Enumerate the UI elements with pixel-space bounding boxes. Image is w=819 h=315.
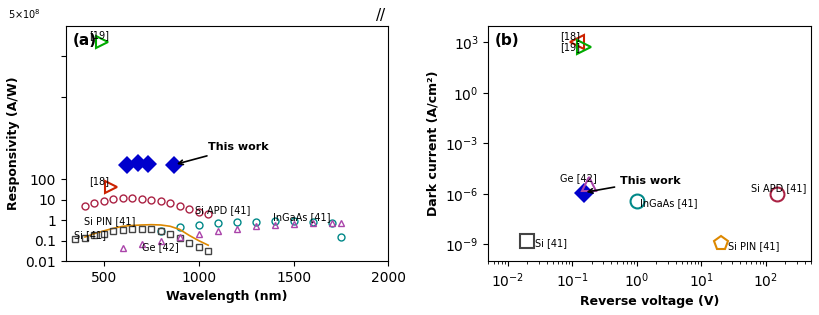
Text: [18]: [18]	[88, 176, 109, 186]
Text: Si APD [41]: Si APD [41]	[195, 205, 250, 215]
X-axis label: Wavelength (nm): Wavelength (nm)	[166, 290, 287, 303]
Text: Si [41]: Si [41]	[74, 230, 106, 240]
Text: [18]: [18]	[559, 32, 580, 42]
Text: Si APD [41]: Si APD [41]	[750, 183, 806, 193]
Text: (a): (a)	[72, 33, 97, 48]
Text: Ge [42]: Ge [42]	[559, 173, 596, 183]
Text: InGaAs [41]: InGaAs [41]	[639, 198, 696, 208]
X-axis label: Reverse voltage (V): Reverse voltage (V)	[579, 295, 718, 308]
Y-axis label: Dark current (A/cm²): Dark current (A/cm²)	[426, 71, 439, 216]
Text: Si PIN [41]: Si PIN [41]	[84, 216, 135, 226]
Text: /: /	[379, 8, 385, 23]
Text: [19]: [19]	[559, 43, 580, 53]
Text: Si [41]: Si [41]	[534, 238, 566, 248]
Text: This work: This work	[587, 176, 680, 193]
Text: InGaAs [41]: InGaAs [41]	[273, 212, 330, 222]
Text: Ge [42]: Ge [42]	[142, 242, 179, 252]
Text: /: /	[375, 8, 380, 23]
Text: $5{\times}10^8$: $5{\times}10^8$	[8, 7, 41, 21]
Text: (b): (b)	[495, 33, 519, 48]
Text: This work: This work	[179, 142, 269, 164]
Text: [19]: [19]	[88, 30, 109, 40]
Text: Si PIN [41]: Si PIN [41]	[727, 241, 779, 251]
Y-axis label: Responsivity (A/W): Responsivity (A/W)	[7, 77, 20, 210]
